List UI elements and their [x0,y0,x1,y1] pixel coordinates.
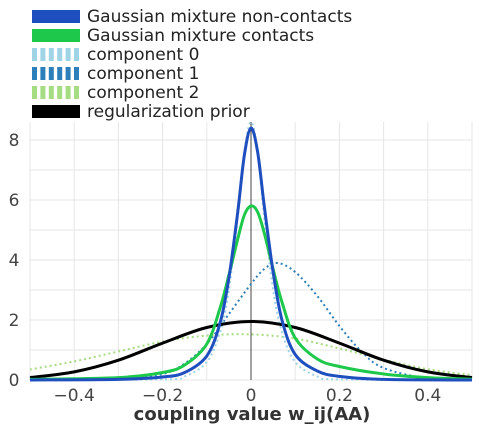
y-tick-label: 8 [9,131,20,151]
y-tick-label: 4 [9,251,20,271]
grid [29,122,473,381]
x-axis-label: coupling value w_ij(AA) [134,404,371,425]
series-line-1 [29,204,473,381]
x-tick-label: 0 [246,386,257,406]
legend-label: component 2 [87,83,199,103]
legend-label: Gaussian mixture non-contacts [87,7,352,27]
x-tick-label: −0.2 [142,386,183,406]
y-tick-label: 0 [9,371,20,391]
legend-label: component 1 [87,64,199,84]
y-tick-label: 6 [9,191,20,211]
legend-label: regularization prior [87,102,250,122]
legend-swatch [32,67,79,80]
series-layer [29,121,473,382]
legend-swatch [32,48,79,61]
legend-swatch [32,86,79,99]
y-tick-labels: 0 2 4 6 8 [9,131,20,391]
legend-swatch [32,29,80,42]
legend-swatch [32,105,80,118]
series-line-5 [29,320,473,380]
legend-swatch [32,10,80,23]
x-tick-label: −0.4 [54,386,95,406]
y-tick-label: 2 [9,311,20,331]
series-line-0 [29,126,473,382]
x-tick-label: 0.4 [414,386,441,406]
x-tick-label: 0.2 [326,386,353,406]
x-tick-labels: −0.4 −0.2 0 0.2 0.4 [54,386,442,406]
legend-label: Gaussian mixture contacts [87,26,314,46]
legend-label: component 0 [87,45,199,65]
